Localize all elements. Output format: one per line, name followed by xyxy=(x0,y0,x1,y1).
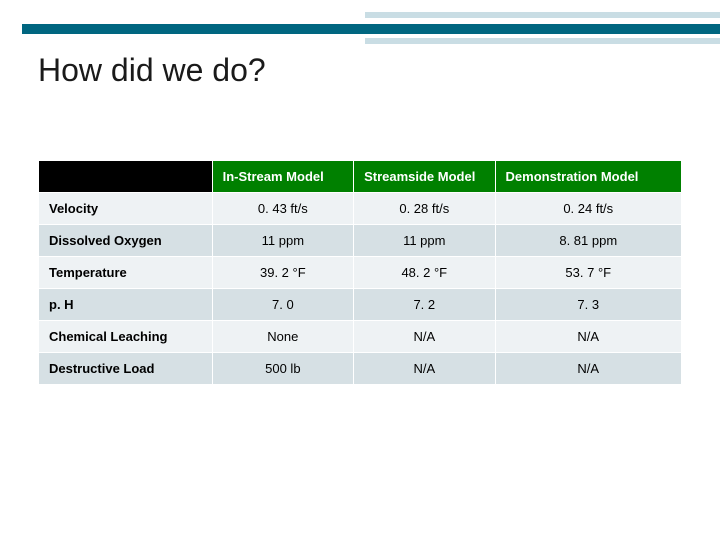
header-accent-bar-bottom xyxy=(365,38,720,44)
table-cell: 7. 0 xyxy=(212,289,353,321)
table-cell: 53. 7 °F xyxy=(495,257,681,289)
table-cell: 48. 2 °F xyxy=(354,257,495,289)
table-cell: N/A xyxy=(495,353,681,385)
table-row: Destructive Load 500 lb N/A N/A xyxy=(39,353,682,385)
table-cell: 0. 43 ft/s xyxy=(212,193,353,225)
row-label: Destructive Load xyxy=(39,353,213,385)
table-row: Dissolved Oxygen 11 ppm 11 ppm 8. 81 ppm xyxy=(39,225,682,257)
row-label: p. H xyxy=(39,289,213,321)
table-row: p. H 7. 0 7. 2 7. 3 xyxy=(39,289,682,321)
table-cell: N/A xyxy=(354,353,495,385)
comparison-table: In-Stream Model Streamside Model Demonst… xyxy=(38,160,682,385)
page-title: How did we do? xyxy=(38,52,266,89)
table-cell: 39. 2 °F xyxy=(212,257,353,289)
table-cell: 0. 28 ft/s xyxy=(354,193,495,225)
header-accent-bar-top xyxy=(365,12,720,18)
header-decoration xyxy=(0,0,720,40)
table-header-col3: Demonstration Model xyxy=(495,161,681,193)
table-cell: 500 lb xyxy=(212,353,353,385)
table-header-col1: In-Stream Model xyxy=(212,161,353,193)
table-cell: N/A xyxy=(495,321,681,353)
header-primary-bar xyxy=(22,24,720,34)
row-label: Dissolved Oxygen xyxy=(39,225,213,257)
table-cell: 11 ppm xyxy=(354,225,495,257)
table-cell: None xyxy=(212,321,353,353)
row-label: Chemical Leaching xyxy=(39,321,213,353)
table-header-col2: Streamside Model xyxy=(354,161,495,193)
row-label: Temperature xyxy=(39,257,213,289)
comparison-table-wrapper: In-Stream Model Streamside Model Demonst… xyxy=(38,160,682,385)
table-row: Velocity 0. 43 ft/s 0. 28 ft/s 0. 24 ft/… xyxy=(39,193,682,225)
table-header-blank xyxy=(39,161,213,193)
table-cell: 0. 24 ft/s xyxy=(495,193,681,225)
table-cell: 7. 3 xyxy=(495,289,681,321)
table-row: Chemical Leaching None N/A N/A xyxy=(39,321,682,353)
table-cell: N/A xyxy=(354,321,495,353)
table-cell: 11 ppm xyxy=(212,225,353,257)
table-row: Temperature 39. 2 °F 48. 2 °F 53. 7 °F xyxy=(39,257,682,289)
table-cell: 8. 81 ppm xyxy=(495,225,681,257)
table-header-row: In-Stream Model Streamside Model Demonst… xyxy=(39,161,682,193)
table-cell: 7. 2 xyxy=(354,289,495,321)
row-label: Velocity xyxy=(39,193,213,225)
